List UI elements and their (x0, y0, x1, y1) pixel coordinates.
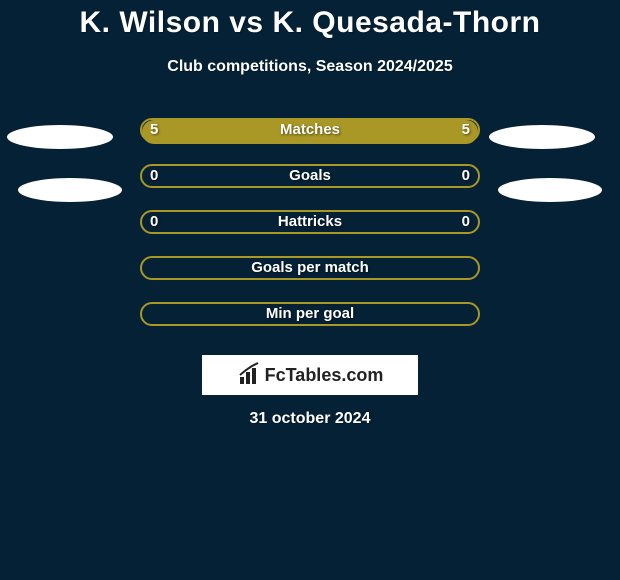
bar-label: Hattricks (140, 210, 480, 234)
value-right: 5 (462, 118, 470, 142)
chart-icon (237, 361, 263, 387)
branding-text: FcTables.com (265, 365, 384, 385)
value-right: 0 (462, 210, 470, 234)
value-left: 0 (150, 210, 158, 234)
bar-label: Goals per match (140, 256, 480, 280)
stat-row: Min per goal (0, 302, 620, 348)
date-text: 31 october 2024 (0, 410, 620, 428)
comparison-infographic: K. Wilson vs K. Quesada-Thorn Club compe… (0, 0, 620, 580)
subtitle: Club competitions, Season 2024/2025 (0, 58, 620, 76)
decor-ellipse (489, 125, 595, 149)
stat-row: Hattricks0 0 (0, 210, 620, 256)
value-left: 0 (150, 164, 158, 188)
decor-ellipse (7, 125, 113, 149)
decor-ellipse (18, 178, 122, 202)
decor-ellipse (498, 178, 602, 202)
branding-badge: FcTables.com (202, 355, 418, 395)
value-left: 5 (150, 118, 158, 142)
page-title: K. Wilson vs K. Quesada-Thorn (0, 0, 620, 40)
bar-label: Goals (140, 164, 480, 188)
bar-label: Min per goal (140, 302, 480, 326)
stat-rows: Matches55Goals00Hattricks00Goals per mat… (0, 118, 620, 348)
stat-row: Goals per match (0, 256, 620, 302)
value-right: 0 (462, 164, 470, 188)
bar-label: Matches (140, 118, 480, 142)
